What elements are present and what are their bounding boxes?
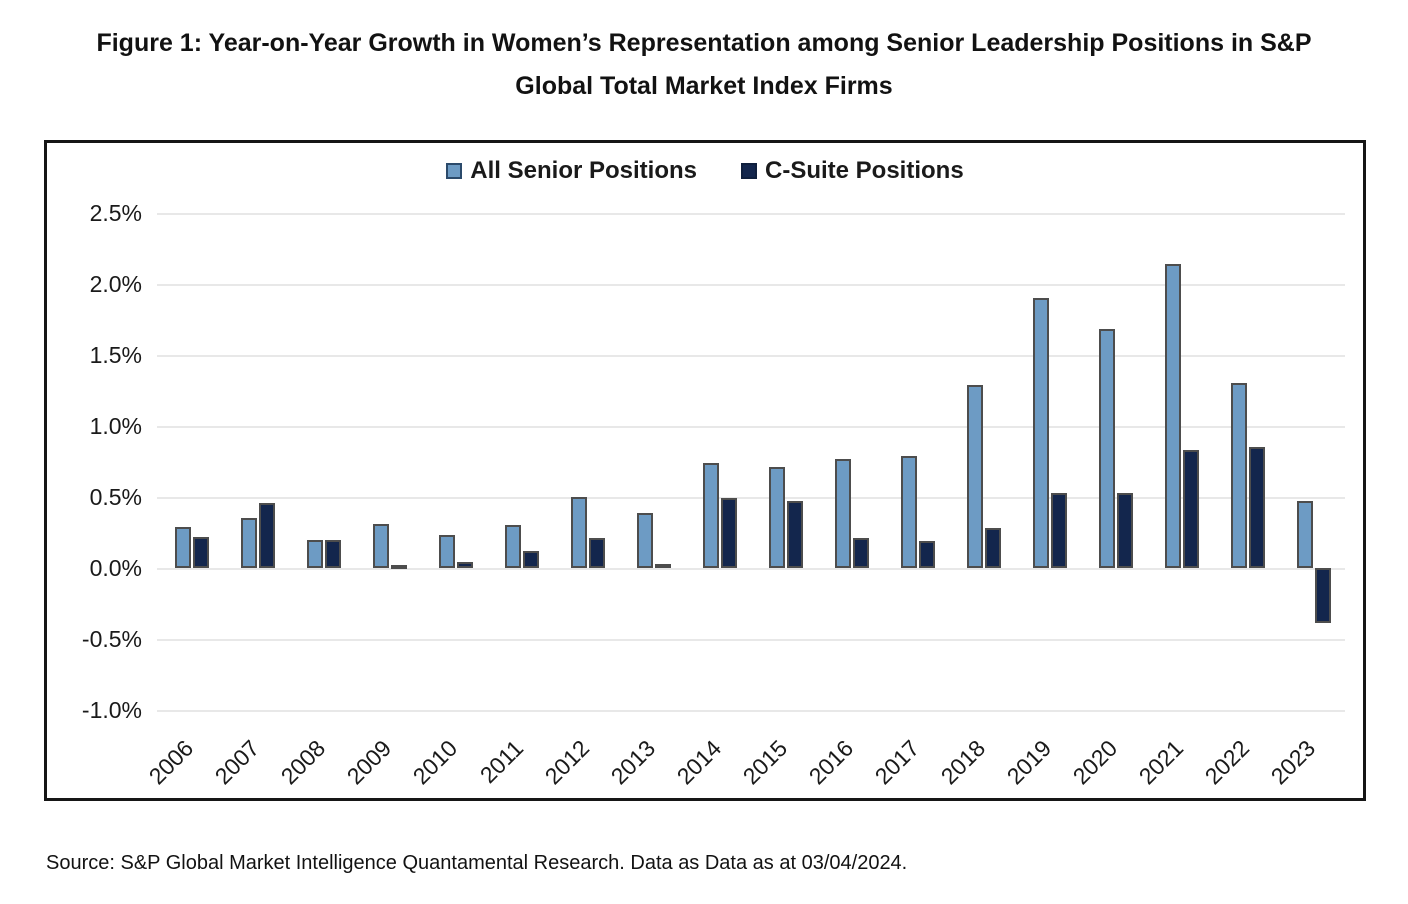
gridline (157, 639, 1345, 641)
bar-all-senior-positions (438, 535, 455, 568)
bar-all-senior-positions (1098, 329, 1115, 568)
bar-all-senior-positions (1164, 264, 1181, 568)
bar-all-senior-positions (174, 526, 191, 568)
y-tick-label: 0.0% (89, 555, 142, 581)
y-tick-label: 1.5% (89, 342, 142, 368)
y-tick-label: -1.0% (81, 697, 142, 723)
bar-c-suite-positions (1314, 568, 1331, 624)
bar-c-suite-positions (192, 536, 209, 568)
bar-c-suite-positions (324, 539, 341, 568)
bar-c-suite-positions (1182, 450, 1199, 568)
bar-all-senior-positions (1230, 383, 1247, 568)
bar-c-suite-positions (786, 501, 803, 568)
bar-all-senior-positions (504, 525, 521, 568)
bar-all-senior-positions (570, 497, 587, 568)
bar-c-suite-positions (1050, 492, 1067, 568)
bar-c-suite-positions (456, 562, 473, 568)
bar-all-senior-positions (372, 523, 389, 568)
legend-item-all-senior-positions: All Senior Positions (446, 157, 697, 185)
bar-c-suite-positions (1248, 447, 1265, 568)
gridline (157, 710, 1345, 712)
bar-c-suite-positions (1116, 492, 1133, 568)
legend-label-all-senior: All Senior Positions (470, 157, 697, 184)
figure-title-line1: Figure 1: Year-on-Year Growth in Women’s… (96, 29, 1312, 57)
bar-all-senior-positions (1032, 298, 1049, 568)
gridline (157, 568, 1345, 570)
gridline (157, 355, 1345, 357)
chart-frame: All Senior Positions C-Suite Positions 2… (44, 140, 1366, 801)
bar-c-suite-positions (720, 498, 737, 568)
y-tick-label: 0.5% (89, 484, 142, 510)
bar-c-suite-positions (984, 528, 1001, 568)
figure-title-line2: Global Total Market Index Firms (515, 72, 893, 100)
gridline (157, 213, 1345, 215)
bar-c-suite-positions (654, 563, 671, 568)
bar-c-suite-positions (852, 538, 869, 568)
y-tick-label: 2.0% (89, 271, 142, 297)
bar-all-senior-positions (900, 455, 917, 568)
y-tick-label: 1.0% (89, 413, 142, 439)
bar-all-senior-positions (1296, 501, 1313, 568)
bar-c-suite-positions (390, 565, 407, 570)
legend-swatch-c-suite-icon (741, 163, 757, 179)
y-tick-label: -0.5% (81, 626, 142, 652)
gridline (157, 426, 1345, 428)
legend-label-c-suite: C-Suite Positions (765, 157, 964, 184)
chart-legend: All Senior Positions C-Suite Positions (47, 157, 1363, 185)
gridline (157, 284, 1345, 286)
bar-c-suite-positions (522, 550, 539, 568)
bar-c-suite-positions (258, 502, 275, 568)
bar-all-senior-positions (636, 512, 653, 568)
bar-all-senior-positions (966, 384, 983, 568)
bar-c-suite-positions (588, 538, 605, 568)
bar-all-senior-positions (306, 539, 323, 568)
legend-swatch-all-senior-icon (446, 163, 463, 179)
bar-all-senior-positions (702, 462, 719, 568)
bar-all-senior-positions (240, 518, 257, 568)
bar-all-senior-positions (768, 467, 785, 568)
gridline (157, 497, 1345, 499)
bar-all-senior-positions (834, 458, 851, 568)
bar-c-suite-positions (918, 541, 935, 568)
figure-title: Figure 1: Year-on-Year Growth in Women’s… (34, 22, 1374, 108)
legend-item-c-suite-positions: C-Suite Positions (741, 157, 964, 185)
source-note: Source: S&P Global Market Intelligence Q… (46, 852, 908, 874)
y-tick-label: 2.5% (89, 200, 142, 226)
